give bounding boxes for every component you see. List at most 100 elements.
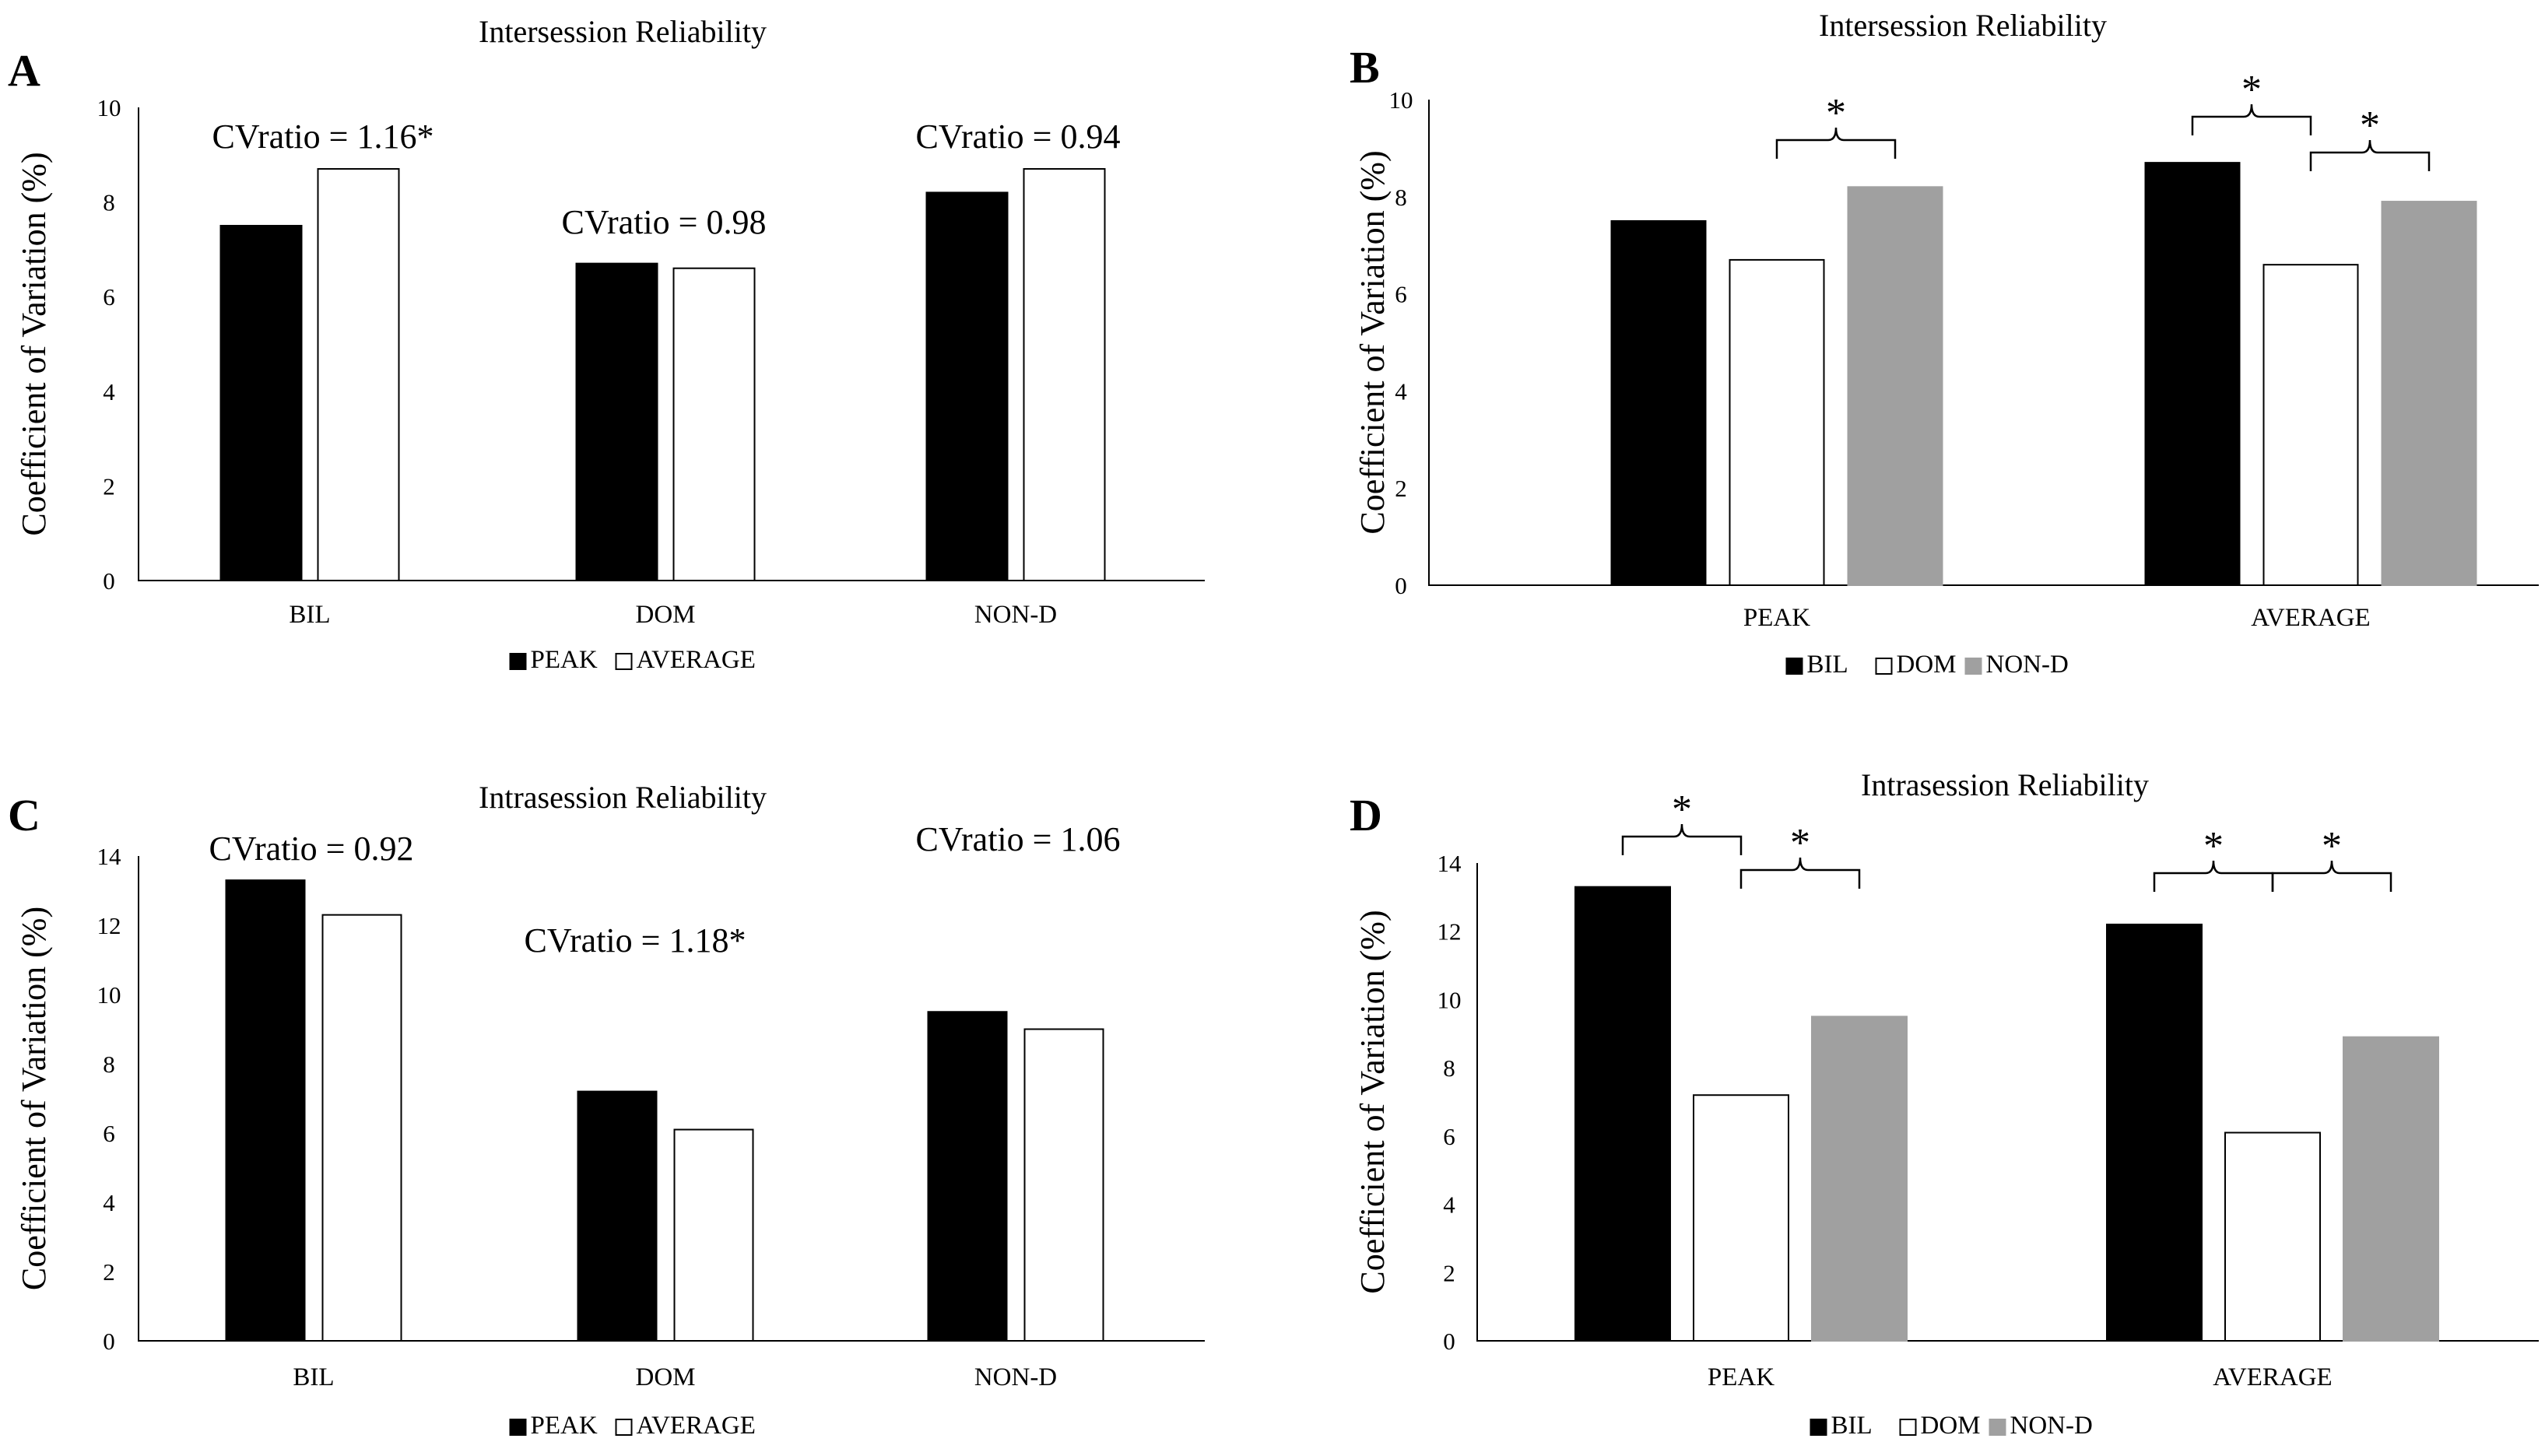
legend-swatch-non-d [1964,658,1982,675]
cvratio-annotation: CVratio = 0.94 [916,118,1121,156]
y-tick-label: 2 [103,472,115,500]
significance-star: * [1826,91,1846,135]
y-tick-label: 2 [103,1258,115,1286]
chart-panel-c: C Intrasession Reliability Coefficient of … [8,780,1205,1440]
y-tick-label: 8 [1443,1054,1455,1082]
y-tick-label: 10 [1389,86,1413,114]
legend-swatch-average [615,653,633,670]
legend-swatch-dom [1899,1419,1917,1436]
bar-bil-average [2106,923,2203,1342]
legend-label: NON-D [2010,1412,2093,1440]
legend-label: BIL [1831,1412,1873,1440]
x-category-label: NON-D [974,601,1057,629]
y-tick-label: 4 [103,378,115,405]
chart-title: Intersession Reliability [1819,8,2107,43]
legend: BIL DOM NON-D [1785,651,2069,679]
bar-bil-peak [1574,886,1671,1342]
bar-average-bil [321,914,402,1342]
legend-swatch-bil [1810,1419,1827,1436]
significance-bracket [2191,103,2312,135]
cvratio-annotation: CVratio = 0.98 [562,203,767,241]
panel-label: D [1350,790,1382,840]
y-tick-label: 14 [97,843,122,870]
chart-title: Intrasession Reliability [1861,767,2149,802]
bar-dom-peak [1729,258,1825,586]
y-tick-label: 0 [1443,1328,1455,1355]
y-tick-label: 8 [103,189,115,216]
y-axis-label: Coefficient of Variation (%) [1353,910,1392,1293]
x-category-label: PEAK [1708,1363,1774,1391]
legend: PEAK AVERAGE [509,646,756,674]
y-tick-label: 4 [1395,377,1407,405]
y-tick-label: 0 [1395,572,1407,599]
bar-dom-peak [1693,1094,1789,1342]
chart-panel-a: A Intersession Reliability Coefficient of … [8,14,1205,674]
bar-peak-non-d [927,1011,1008,1342]
legend-label: DOM [1897,651,1957,679]
y-tick-label: 10 [97,981,121,1009]
y-tick-label: 10 [97,94,121,121]
y-tick-label: 10 [1437,986,1462,1013]
bar-average-non-d [1023,168,1106,582]
significance-bracket [1739,857,1861,889]
chart-panel-b: B Intersession Reliability Coefficient of … [1350,8,2539,679]
y-tick-label: 14 [1437,850,1462,877]
bar-dom-average [2224,1131,2321,1342]
legend-label: NON-D [1986,651,2069,679]
x-category-label: DOM [635,601,695,629]
significance-star: * [1790,821,1810,865]
bar-dom-average [2262,264,2359,586]
bar-peak-dom [575,262,658,581]
bar-non-d-average [2381,201,2477,586]
bar-non-d-peak [1847,186,1943,586]
y-tick-label: 12 [1437,918,1462,946]
legend-label: BIL [1807,651,1848,679]
legend-label: AVERAGE [637,1412,756,1440]
bar-peak-non-d [925,191,1009,581]
legend-swatch-average [615,1419,633,1436]
panel-label: A [8,45,40,96]
significance-bracket [2271,860,2392,892]
y-tick-label: 6 [103,1120,115,1147]
bar-non-d-peak [1811,1016,1908,1342]
y-tick-label: 6 [1443,1123,1455,1150]
significance-bracket [1775,127,1897,159]
bar-average-dom [672,267,756,581]
bar-bil-peak [1610,220,1707,586]
panel-label: C [8,790,40,840]
y-tick-label: 4 [1443,1191,1455,1219]
bar-peak-dom [577,1090,658,1342]
y-tick-label: 4 [103,1189,115,1216]
cvratio-annotation: CVratio = 1.16* [212,118,434,156]
x-category-label: DOM [635,1363,695,1391]
legend-swatch-bil [1785,658,1803,675]
y-tick-label: 0 [103,1328,115,1355]
significance-bracket [2153,860,2274,892]
x-category-label: AVERAGE [2213,1363,2332,1391]
significance-star: * [2360,103,2380,148]
y-tick-label: 0 [103,567,115,595]
bar-non-d-average [2343,1036,2439,1342]
y-tick-label: 2 [1443,1259,1455,1286]
legend-label: AVERAGE [637,646,756,674]
y-tick-label: 8 [1395,184,1407,211]
legend: BIL DOM NON-D [1810,1412,2093,1440]
legend-swatch-peak [509,653,527,670]
legend: PEAK AVERAGE [509,1412,756,1440]
chart-title: Intrasession Reliability [479,780,767,815]
significance-star: * [2203,824,2224,868]
y-axis-label: Coefficient of Variation (%) [1353,150,1392,534]
significance-bracket [2309,139,2431,171]
cvratio-annotation: CVratio = 1.06 [916,820,1121,858]
x-category-label: PEAK [1743,604,1810,632]
x-category-label: BIL [293,1363,334,1391]
chart-title: Intersession Reliability [479,14,767,49]
y-tick-label: 6 [103,283,115,310]
significance-bracket [1621,823,1743,855]
x-category-label: BIL [289,601,330,629]
y-axis-label: Coefficient of Variation (%) [15,907,53,1290]
panel-label: B [1350,42,1380,93]
significance-star: * [2322,824,2342,868]
legend-swatch-dom [1875,658,1893,675]
